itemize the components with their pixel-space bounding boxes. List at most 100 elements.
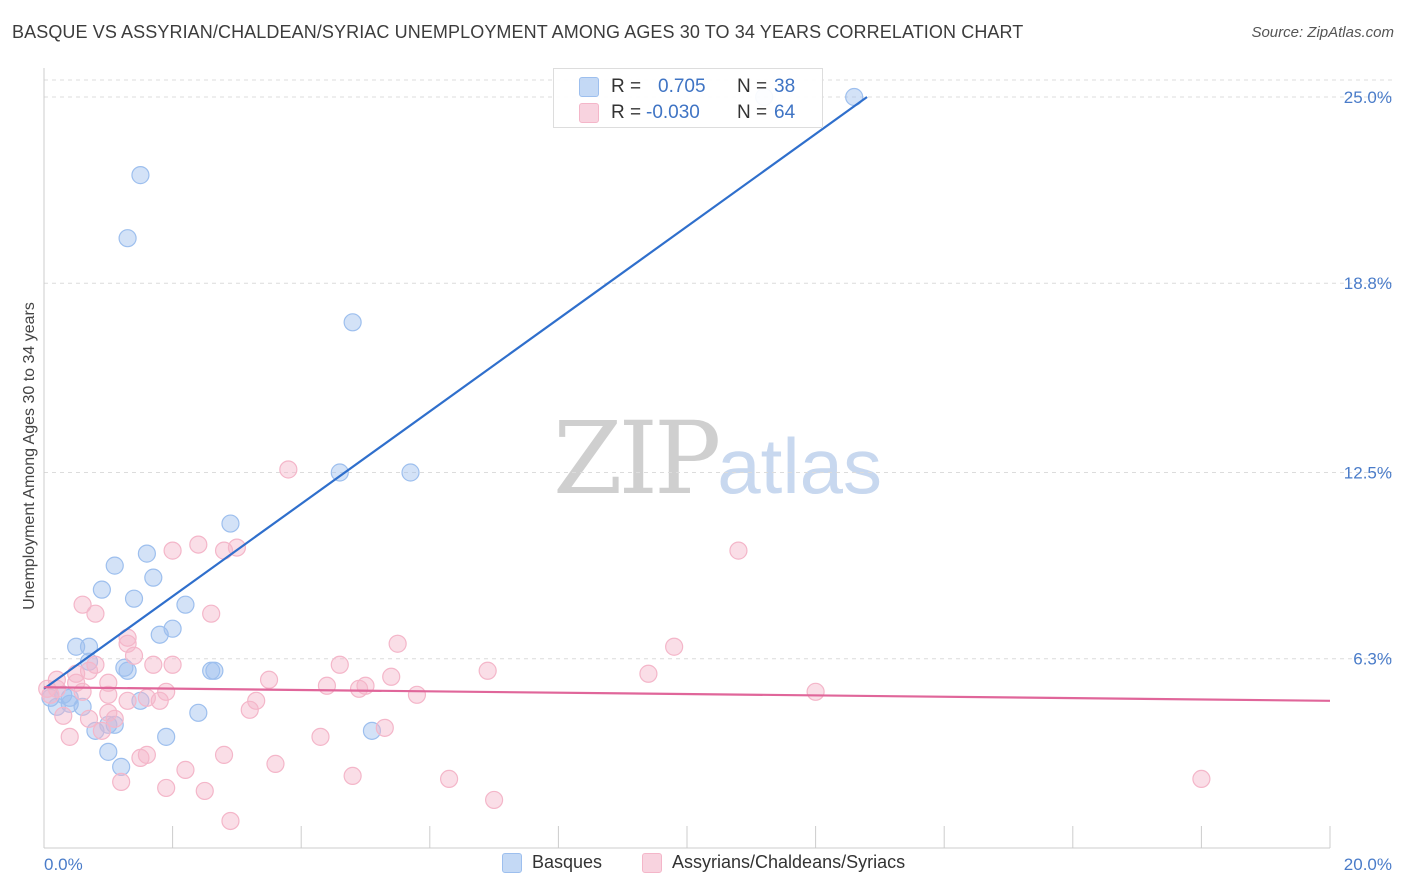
assyrians-point	[279, 460, 298, 479]
assyrians-point	[330, 655, 349, 674]
source-label: Source: ZipAtlas.com	[1251, 24, 1394, 41]
assyrians-point	[137, 745, 156, 764]
assyrians-point	[92, 721, 111, 740]
basques-point	[330, 463, 349, 482]
assyrians-point	[665, 637, 684, 656]
basques-point	[99, 742, 118, 761]
x-tick-label: 20.0%	[1344, 855, 1392, 874]
n-value: 64	[774, 102, 796, 123]
n-label: N =	[737, 102, 768, 123]
y-tick-label: 25.0%	[1344, 88, 1392, 107]
assyrians-point	[73, 595, 92, 614]
r-label: R =	[611, 102, 642, 123]
assyrians-point	[240, 700, 259, 719]
basques-point	[112, 757, 131, 776]
assyrians-point	[382, 667, 401, 686]
assyrians-trend-line	[43, 686, 1331, 702]
r-label: R =	[611, 76, 642, 97]
legend-item-assyrians[interactable]: Assyrians/Chaldeans/Syriacs	[642, 852, 905, 873]
basques-point	[137, 544, 156, 563]
legend-item-basques[interactable]: Basques	[502, 852, 602, 873]
y-tick-label: 6.3%	[1353, 650, 1392, 669]
assyrians-point	[150, 691, 169, 710]
assyrians-point	[214, 745, 234, 764]
bottom-legend: Basques Assyrians/Chaldeans/Syriacs	[0, 852, 1406, 878]
assyrians-point	[157, 778, 176, 798]
assyrians-point	[259, 670, 279, 689]
basques-point	[176, 595, 195, 614]
assyrians-point	[1192, 769, 1211, 789]
assyrians-point	[221, 811, 240, 831]
basques-swatch	[579, 77, 599, 97]
legend-label-assyrians: Assyrians/Chaldeans/Syriacs	[672, 852, 906, 872]
assyrians-point	[189, 535, 208, 554]
assyrians-point	[439, 769, 459, 789]
basques-point	[118, 229, 137, 248]
assyrians-point	[86, 604, 105, 623]
stats-row-basques: R = 0.705 N = 38	[554, 74, 824, 100]
trend-lines	[43, 96, 1331, 702]
basques-point	[401, 463, 420, 482]
assyrians-point	[54, 706, 73, 725]
basques-trend-line	[43, 96, 868, 690]
axes	[43, 68, 1331, 849]
assyrians-point	[639, 664, 658, 683]
assyrians-point	[86, 655, 105, 674]
stats-legend: R = 0.705 N = 38 R = -0.030 N = 64	[553, 68, 823, 128]
n-value: 38	[774, 76, 796, 97]
legend-swatch-basques	[502, 852, 522, 873]
legend-swatch-assyrians	[642, 852, 662, 873]
x-tick-label: 0.0%	[44, 855, 83, 874]
basques-point	[343, 313, 362, 332]
assyrians-point	[144, 655, 163, 674]
legend-label-basques: Basques	[532, 852, 603, 872]
data-points	[38, 87, 1211, 831]
assyrians-point	[176, 760, 195, 779]
y-tick-label: 12.5%	[1344, 464, 1392, 483]
n-label: N =	[737, 76, 768, 97]
assyrians-point	[60, 727, 79, 746]
basques-point	[118, 661, 137, 680]
assyrians-point	[247, 691, 266, 710]
assyrians-point	[202, 604, 221, 623]
assyrians-point	[118, 691, 137, 710]
watermark: ZIPatlas	[553, 400, 882, 517]
assyrians-point	[195, 781, 214, 801]
tick-labels: 6.3% 12.5% 18.8% 25.0% 0.0% 20.0%	[44, 88, 1392, 874]
assyrians-point	[478, 661, 497, 680]
basques-point	[189, 703, 208, 722]
assyrians-swatch	[579, 103, 599, 123]
assyrians-point	[375, 718, 394, 737]
assyrians-point	[99, 685, 118, 704]
assyrians-point	[163, 655, 182, 674]
assyrians-point	[266, 754, 285, 773]
basques-point	[163, 619, 182, 638]
basques-point	[157, 727, 176, 746]
y-tick-label: 18.8%	[1344, 274, 1392, 293]
basques-point	[144, 568, 163, 587]
basques-point	[92, 580, 111, 599]
basques-point	[221, 514, 240, 533]
r-value: -0.030	[646, 102, 700, 123]
assyrians-point	[112, 772, 131, 792]
r-value: 0.705	[658, 76, 706, 97]
basques-point	[131, 166, 150, 185]
assyrians-point	[163, 541, 182, 560]
assyrians-point	[157, 682, 176, 701]
basques-point	[205, 661, 224, 680]
basques-point	[115, 658, 134, 677]
assyrians-point	[729, 541, 748, 560]
assyrians-point	[317, 676, 337, 695]
basques-point	[105, 556, 124, 575]
assyrians-point	[124, 646, 144, 665]
assyrians-point	[105, 709, 124, 728]
assyrians-point	[407, 685, 427, 704]
stats-row-assyrians: R = -0.030 N = 64	[554, 100, 824, 126]
assyrians-point	[388, 634, 407, 653]
assyrians-point	[79, 709, 99, 728]
assyrians-point	[343, 766, 362, 786]
chart-title: BASQUE VS ASSYRIAN/CHALDEAN/SYRIAC UNEMP…	[12, 22, 1024, 42]
grid	[44, 79, 1392, 660]
assyrians-point	[806, 682, 825, 701]
